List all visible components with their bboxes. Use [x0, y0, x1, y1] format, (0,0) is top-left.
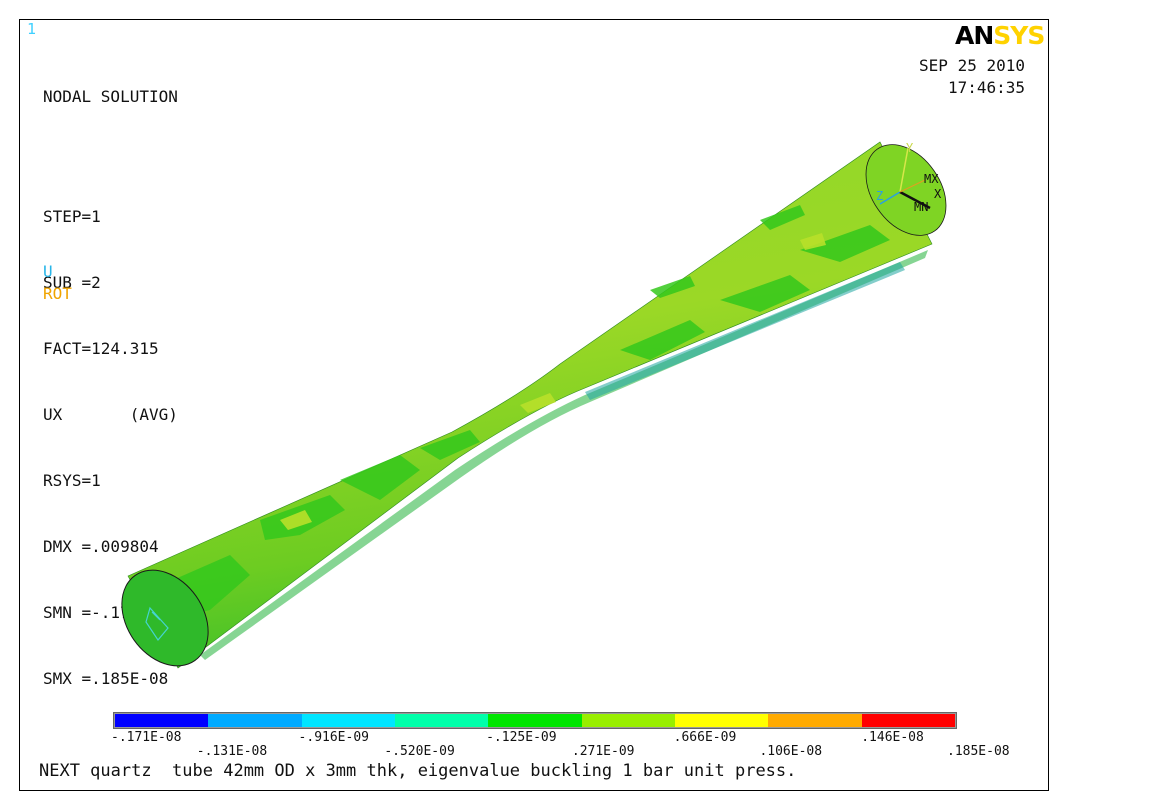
- colorbar-tick-bottom: .106E-08: [759, 744, 823, 759]
- ux-label: UX (AVG): [43, 405, 178, 424]
- triad-z-label: Z: [876, 189, 883, 203]
- colorbar-segment: [581, 714, 675, 727]
- colorbar-segment: [394, 714, 489, 727]
- tube-model: [121, 141, 947, 669]
- contour-colorbar: [113, 712, 957, 729]
- tube-end-left: [121, 569, 209, 667]
- colorbar-tick-bottom: -.520E-09: [384, 744, 455, 759]
- colorbar-segment: [488, 714, 582, 727]
- colorbar-tick-bottom: .271E-09: [571, 744, 635, 759]
- sub-label: SUB =2: [43, 273, 101, 292]
- tube-end-right: [865, 144, 947, 236]
- smx-label: SMX =.185E-08: [43, 669, 169, 688]
- colorbar-segment: [674, 714, 769, 727]
- colorbar-segment: [861, 714, 955, 727]
- left-end-symbol: [145, 606, 169, 642]
- time-label: 17:46:35: [947, 78, 1025, 97]
- colorbar-tick-top: -.125E-09: [486, 730, 557, 745]
- tube-shadow-edge: [200, 250, 928, 660]
- triad-y-label: Y: [906, 141, 914, 155]
- rsys-label: RSYS=1: [43, 471, 101, 490]
- date-label: SEP 25 2010: [919, 56, 1025, 75]
- step-label: STEP=1: [43, 207, 101, 226]
- tube-underside: [585, 262, 905, 400]
- ansys-logo: ANSYS: [955, 21, 1045, 50]
- colorbar-segment: [301, 714, 395, 727]
- legend-u: U: [43, 262, 53, 281]
- colorbar-segment: [115, 714, 209, 727]
- dmx-label: DMX =.009804: [43, 537, 159, 556]
- colorbar-tick-bottom: -.131E-08: [196, 744, 268, 759]
- coordinate-triad: Y Z X MX MN: [876, 141, 942, 214]
- colorbar-tick-top: -.171E-08: [111, 730, 182, 745]
- legend-rot: ROT: [43, 284, 72, 303]
- plot-caption: NEXT quartz tube 42mm OD x 3mm thk, eige…: [39, 761, 797, 781]
- triad-mx-label: MX: [924, 172, 939, 186]
- colorbar-tick-top: -.916E-09: [298, 730, 369, 745]
- colorbar-segment: [208, 714, 302, 727]
- triad-mn-label: MN: [914, 200, 928, 214]
- colorbar-tick-top: .146E-08: [861, 730, 924, 745]
- timestamp: SEP 25 2010 17:46:35: [919, 55, 1025, 99]
- colorbar-tick-bottom: .185E-08: [947, 744, 1010, 759]
- yellow-patches: [280, 233, 826, 530]
- colorbar-segment: [768, 714, 862, 727]
- window-number: 1: [27, 20, 37, 38]
- triad-x-label: X: [934, 187, 942, 201]
- nodal-solution-title: NODAL SOLUTION: [43, 87, 178, 106]
- colorbar-tick-top: .666E-09: [673, 730, 737, 745]
- solution-info-block: NODAL SOLUTION STEP=1 SUB =2 FACT=124.31…: [43, 42, 178, 712]
- fact-label: FACT=124.315: [43, 339, 159, 358]
